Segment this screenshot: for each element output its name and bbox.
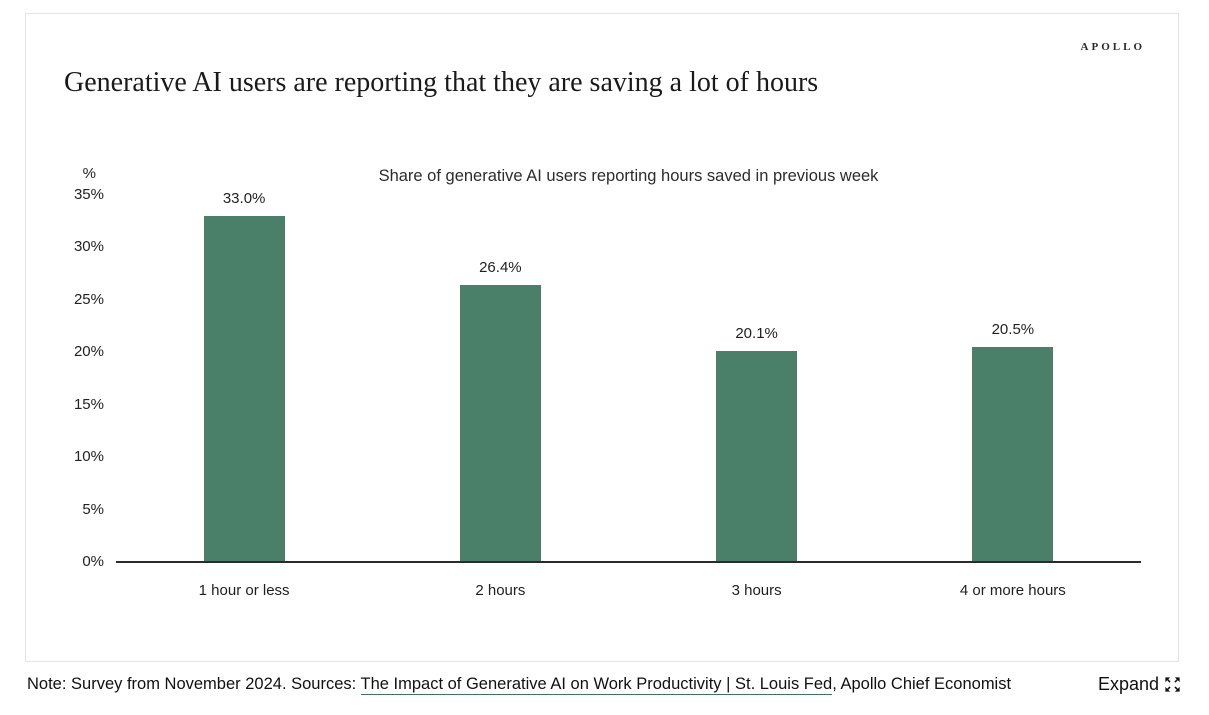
y-tick-label: 25% xyxy=(73,290,104,308)
y-tick-label: 5% xyxy=(82,500,104,518)
x-category-label: 2 hours xyxy=(475,582,526,599)
footer: Note: Survey from November 2024. Sources… xyxy=(27,674,1182,695)
bar-value-label: 26.4% xyxy=(479,259,522,277)
bar-value-label: 20.5% xyxy=(991,321,1035,339)
bar-value-label: 33.0% xyxy=(222,189,266,207)
note-prefix: Note: Survey from November 2024. Sources… xyxy=(27,675,361,693)
y-tick-label: 15% xyxy=(73,395,104,413)
bar xyxy=(716,351,798,562)
page-title: Generative AI users are reporting that t… xyxy=(64,67,819,98)
expand-icon xyxy=(1163,675,1182,694)
x-category-label: 1 hour or less xyxy=(198,582,290,599)
x-category-label: 4 or more hours xyxy=(959,582,1066,599)
y-tick-label: 20% xyxy=(73,343,104,361)
bar-value-label: 20.1% xyxy=(735,325,778,343)
bar xyxy=(459,285,541,562)
bar xyxy=(203,215,285,562)
source-link[interactable]: The Impact of Generative AI on Work Prod… xyxy=(360,675,833,695)
y-tick-label: 0% xyxy=(82,553,104,570)
expand-button[interactable]: Expand xyxy=(1098,674,1182,695)
y-tick-label: 10% xyxy=(73,448,104,466)
apollo-logo: APOLLO xyxy=(1080,41,1145,53)
y-tick-label: 30% xyxy=(73,238,104,256)
x-category-label: 3 hours xyxy=(731,582,782,599)
chart-title: Share of generative AI users reporting h… xyxy=(378,167,879,185)
expand-label: Expand xyxy=(1097,674,1159,694)
y-axis-unit-label: % xyxy=(82,165,96,182)
note-suffix: , Apollo Chief Economist xyxy=(832,675,1012,693)
y-tick-label: 35% xyxy=(73,186,104,203)
x-axis-line xyxy=(116,561,1141,563)
source-note: Note: Survey from November 2024. Sources… xyxy=(27,675,1012,695)
bar xyxy=(972,347,1054,562)
chart-card: APOLLO Generative AI users are reporting… xyxy=(25,13,1179,662)
